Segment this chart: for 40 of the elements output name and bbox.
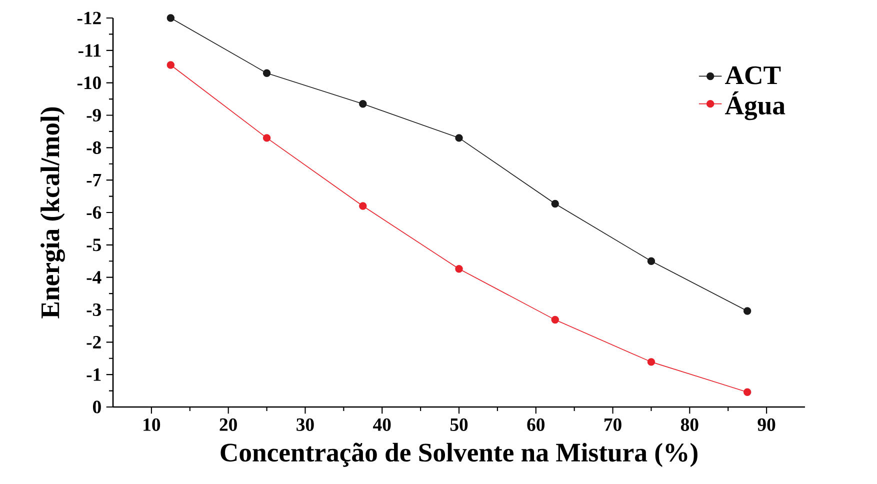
y-tick-label: -1 xyxy=(86,368,101,381)
legend-label: ACT xyxy=(725,66,781,84)
point xyxy=(359,100,367,108)
point xyxy=(166,14,175,22)
point xyxy=(455,134,463,142)
y-tick-label: -11 xyxy=(78,44,101,57)
point xyxy=(551,200,559,208)
point xyxy=(743,307,752,315)
y-tick-label: -8 xyxy=(86,141,102,154)
y-axis-title: Energia (kcal/mol) xyxy=(40,107,65,318)
y-tick-label: -9 xyxy=(86,108,101,122)
point xyxy=(743,388,752,396)
x-axis-title: Concentração de Solvente na Mistura (%) xyxy=(220,442,698,468)
x-tick-label: 60 xyxy=(527,418,545,431)
y-tick-label: -5 xyxy=(86,238,101,252)
x-tick-label: 80 xyxy=(680,418,698,431)
point xyxy=(647,358,656,366)
x-tick-label: 30 xyxy=(296,418,314,431)
y-tick-label: -12 xyxy=(77,12,101,24)
point xyxy=(647,257,656,265)
x-tick-label: 40 xyxy=(373,418,391,431)
legend-label: Água xyxy=(725,91,786,120)
y-tick-label: -7 xyxy=(86,174,102,186)
point xyxy=(166,61,175,69)
x-tick-label: 10 xyxy=(144,418,160,431)
x-tick-label: 70 xyxy=(604,418,622,431)
point xyxy=(262,134,271,142)
x-tick-label: 90 xyxy=(758,418,776,431)
y-tick-label: 0 xyxy=(93,400,101,414)
y-tick-label: -2 xyxy=(86,336,101,348)
y-tick-label: -4 xyxy=(86,271,102,284)
x-tick-label: 50 xyxy=(450,418,468,431)
point xyxy=(359,202,367,210)
point xyxy=(551,316,559,324)
point xyxy=(262,69,271,77)
point xyxy=(455,265,463,273)
y-tick-label: -6 xyxy=(86,206,102,219)
y-tick-label: -10 xyxy=(77,76,101,90)
y-tick-label: -3 xyxy=(86,303,101,316)
x-tick-label: 20 xyxy=(220,418,237,431)
